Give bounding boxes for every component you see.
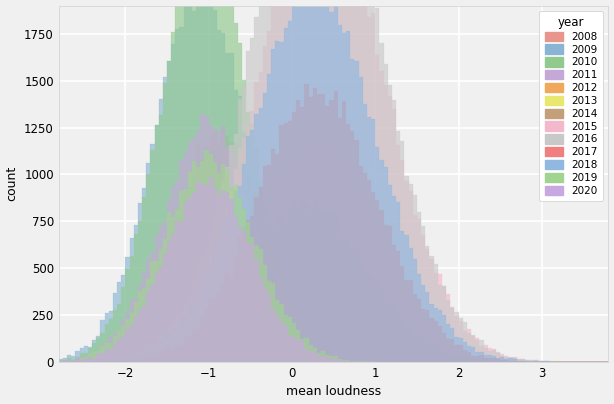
Polygon shape xyxy=(42,192,614,362)
Polygon shape xyxy=(42,155,614,362)
Polygon shape xyxy=(42,122,614,362)
Legend: 2008, 2009, 2010, 2011, 2012, 2013, 2014, 2015, 2016, 2017, 2018, 2019, 2020: 2008, 2009, 2010, 2011, 2012, 2013, 2014… xyxy=(539,11,603,201)
Polygon shape xyxy=(42,0,614,362)
Polygon shape xyxy=(42,0,614,362)
Polygon shape xyxy=(42,0,614,362)
Polygon shape xyxy=(42,129,614,362)
Polygon shape xyxy=(42,139,614,362)
Polygon shape xyxy=(42,0,614,362)
Polygon shape xyxy=(42,79,614,362)
Polygon shape xyxy=(42,260,614,362)
Polygon shape xyxy=(42,173,614,362)
Y-axis label: count: count xyxy=(6,166,18,202)
X-axis label: mean loudness: mean loudness xyxy=(286,385,381,398)
Polygon shape xyxy=(42,0,614,362)
